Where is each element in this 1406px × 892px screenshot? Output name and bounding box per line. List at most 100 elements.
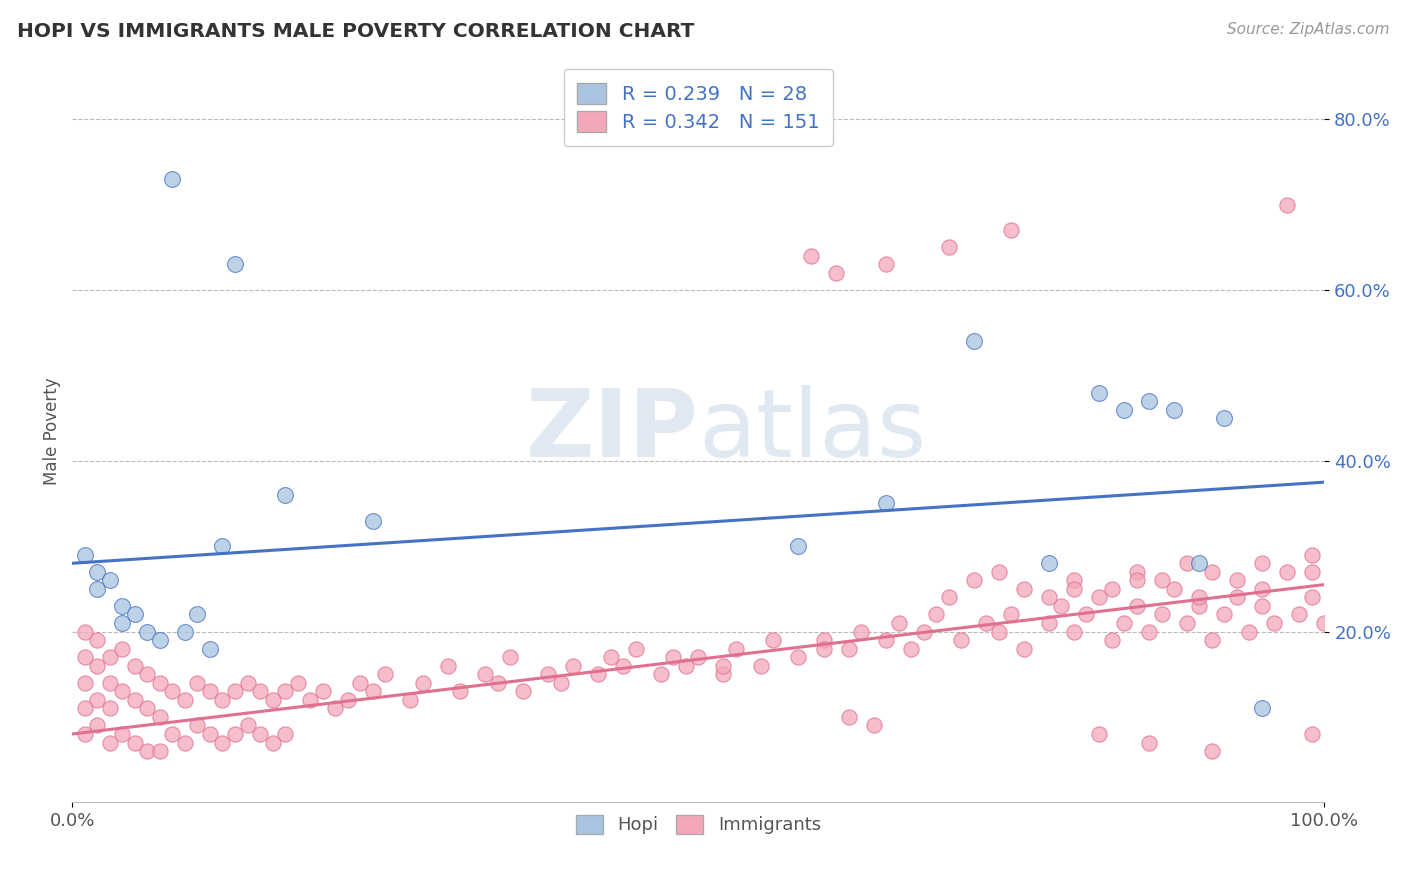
Point — [1213, 411, 1236, 425]
Point — [336, 693, 359, 707]
Point — [124, 735, 146, 749]
Point — [813, 641, 835, 656]
Point — [412, 675, 434, 690]
Point — [124, 607, 146, 622]
Point — [73, 675, 96, 690]
Point — [1000, 223, 1022, 237]
Point — [149, 633, 172, 648]
Point — [149, 710, 172, 724]
Point — [162, 727, 184, 741]
Point — [136, 744, 159, 758]
Point — [1250, 582, 1272, 596]
Point — [711, 658, 734, 673]
Point — [174, 735, 197, 749]
Point — [1301, 565, 1323, 579]
Point — [724, 641, 747, 656]
Point — [1101, 582, 1123, 596]
Point — [1201, 633, 1223, 648]
Point — [1112, 402, 1135, 417]
Point — [1125, 565, 1147, 579]
Point — [537, 667, 560, 681]
Point — [987, 565, 1010, 579]
Point — [1188, 599, 1211, 613]
Point — [124, 658, 146, 673]
Point — [838, 641, 860, 656]
Point — [1201, 744, 1223, 758]
Point — [1150, 607, 1173, 622]
Point — [274, 684, 297, 698]
Point — [925, 607, 948, 622]
Point — [1137, 624, 1160, 639]
Point — [249, 727, 271, 741]
Point — [287, 675, 309, 690]
Point — [474, 667, 496, 681]
Point — [1163, 402, 1185, 417]
Point — [599, 650, 621, 665]
Text: ZIP: ZIP — [526, 385, 699, 477]
Point — [1313, 615, 1336, 630]
Point — [136, 667, 159, 681]
Point — [1125, 599, 1147, 613]
Point — [875, 633, 897, 648]
Point — [800, 249, 823, 263]
Point — [449, 684, 471, 698]
Point — [274, 727, 297, 741]
Point — [586, 667, 609, 681]
Point — [111, 727, 134, 741]
Point — [950, 633, 973, 648]
Point — [1088, 727, 1111, 741]
Point — [149, 675, 172, 690]
Point — [86, 582, 108, 596]
Point — [1226, 574, 1249, 588]
Point — [98, 650, 121, 665]
Y-axis label: Male Poverty: Male Poverty — [44, 377, 60, 484]
Point — [1250, 701, 1272, 715]
Point — [1050, 599, 1073, 613]
Point — [1275, 198, 1298, 212]
Point — [124, 693, 146, 707]
Point — [136, 624, 159, 639]
Point — [612, 658, 634, 673]
Point — [976, 615, 998, 630]
Point — [1301, 727, 1323, 741]
Point — [1125, 574, 1147, 588]
Point — [1226, 591, 1249, 605]
Point — [1213, 607, 1236, 622]
Point — [361, 684, 384, 698]
Point — [399, 693, 422, 707]
Point — [174, 624, 197, 639]
Point — [1188, 591, 1211, 605]
Point — [987, 624, 1010, 639]
Point — [274, 488, 297, 502]
Point — [86, 565, 108, 579]
Point — [186, 675, 208, 690]
Point — [1088, 591, 1111, 605]
Point — [73, 650, 96, 665]
Point — [198, 684, 221, 698]
Point — [512, 684, 534, 698]
Point — [1063, 624, 1085, 639]
Point — [86, 658, 108, 673]
Point — [1012, 582, 1035, 596]
Point — [299, 693, 322, 707]
Point — [900, 641, 922, 656]
Point — [1063, 582, 1085, 596]
Point — [186, 607, 208, 622]
Point — [211, 693, 233, 707]
Point — [675, 658, 697, 673]
Point — [813, 633, 835, 648]
Point — [111, 641, 134, 656]
Point — [562, 658, 585, 673]
Point — [86, 693, 108, 707]
Point — [437, 658, 460, 673]
Point — [1137, 394, 1160, 409]
Point — [1163, 582, 1185, 596]
Point — [98, 701, 121, 715]
Text: Source: ZipAtlas.com: Source: ZipAtlas.com — [1226, 22, 1389, 37]
Point — [862, 718, 884, 732]
Point — [711, 667, 734, 681]
Point — [787, 539, 810, 553]
Point — [875, 496, 897, 510]
Point — [875, 257, 897, 271]
Point — [111, 599, 134, 613]
